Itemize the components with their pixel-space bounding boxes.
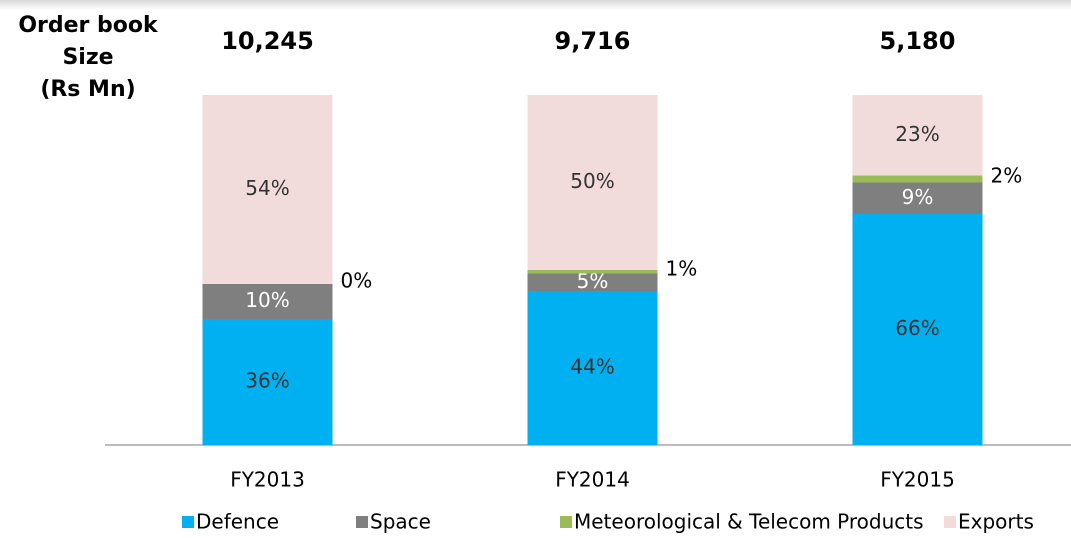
bar-segment (527, 291, 658, 445)
total-label: 5,180 (880, 27, 956, 55)
data-label: 44% (570, 355, 614, 379)
legend-swatch (944, 516, 956, 528)
bar-segment (202, 95, 333, 284)
legend-label: Space (370, 510, 431, 534)
x-tick-label: FY2015 (880, 468, 955, 492)
bar-segment (527, 95, 658, 270)
bar-segment (527, 270, 658, 274)
bar-segment (852, 175, 983, 183)
data-label: 2% (991, 164, 1023, 188)
data-label: 23% (895, 122, 939, 146)
data-label: 54% (245, 176, 289, 200)
top-shade (0, 0, 1071, 10)
total-label: 9,716 (555, 27, 631, 55)
data-label: 0% (341, 269, 373, 293)
data-label: 1% (666, 256, 698, 280)
bar-segment (202, 284, 333, 319)
bar-segment (852, 95, 983, 176)
data-label: 36% (245, 369, 289, 393)
legend-swatch (356, 516, 368, 528)
data-label: 9% (902, 185, 934, 209)
legend-swatch (182, 516, 194, 528)
legend-label: Defence (196, 510, 279, 534)
bar-segment (852, 214, 983, 445)
legend-swatch (560, 516, 572, 528)
legend-label: Meteorological & Telecom Products (574, 510, 924, 534)
x-tick-label: FY2013 (230, 468, 305, 492)
legend-label: Exports (958, 510, 1034, 534)
title-line: Order book (18, 13, 159, 38)
bar-segment (527, 273, 658, 291)
data-label: 50% (570, 169, 614, 193)
title-line: Size (62, 45, 113, 70)
bar-segment (202, 319, 333, 445)
data-label: 66% (895, 316, 939, 340)
bar-segment (852, 182, 983, 214)
x-tick-label: FY2014 (555, 468, 630, 492)
total-label: 10,245 (221, 27, 314, 55)
data-label: 10% (245, 288, 289, 312)
title-line: (Rs Mn) (40, 77, 135, 102)
